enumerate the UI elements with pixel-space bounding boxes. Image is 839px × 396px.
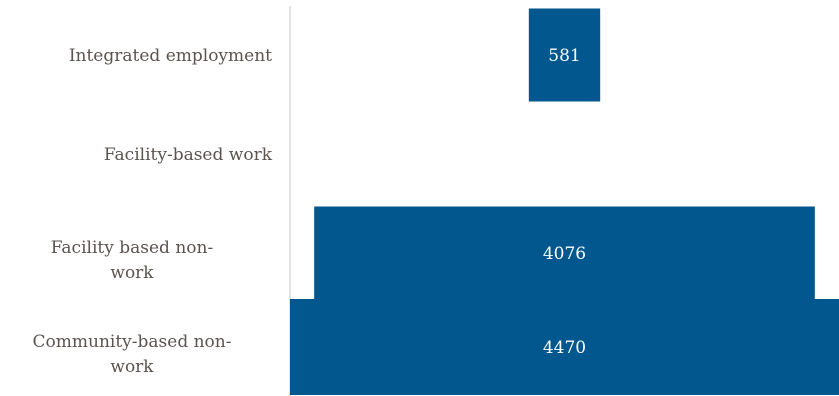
bar-0: [528, 8, 601, 102]
data-label-0: 581: [548, 46, 580, 66]
data-label-3: 4470: [543, 338, 586, 358]
category-labels: Integrated employment Facility-based work…: [33, 46, 273, 377]
bar-2: [314, 206, 815, 300]
data-label-2: 4076: [543, 244, 586, 264]
bar-3: [290, 299, 839, 395]
bars: [290, 8, 839, 395]
category-label-0: Integrated employment: [69, 46, 272, 66]
category-label-1: Facility-based work: [104, 145, 273, 165]
category-label-3: Community-based non-work: [33, 332, 232, 377]
category-label-2: Facility based non-work: [51, 238, 213, 283]
data-labels: 581 4076 4470: [543, 46, 586, 358]
